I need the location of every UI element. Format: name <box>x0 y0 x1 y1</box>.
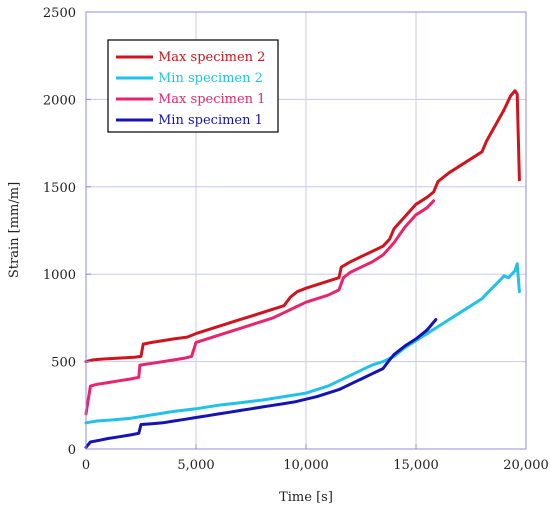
legend-label-max-specimen-1: Max specimen 1 <box>158 92 265 107</box>
y-tick-label: 2000 <box>43 93 76 108</box>
legend-label-min-specimen-2: Min specimen 2 <box>158 71 263 86</box>
data-series <box>84 89 521 449</box>
x-tick-label: 5,000 <box>177 458 214 473</box>
y-tick-label: 2500 <box>43 6 76 21</box>
x-axis-label: Time [s] <box>279 490 333 505</box>
series-line-min-specimen-1 <box>84 318 438 449</box>
x-tick-label: 0 <box>82 458 90 473</box>
legend-label-max-specimen-2: Max specimen 2 <box>158 50 265 65</box>
y-tick-label: 500 <box>51 356 76 371</box>
axis-ticks: 0 5,000 10,000 15,000 20,000 0 500 1000 1500 2000… <box>43 6 549 473</box>
legend-label-min-specimen-1: Min specimen 1 <box>158 113 263 128</box>
legend-box <box>107 39 279 133</box>
legend: Max specimen 2 Min specimen 2 Max specim… <box>107 39 279 133</box>
y-tick-label: 1000 <box>43 268 76 283</box>
y-axis-label: Strain [mm/m] <box>7 182 22 278</box>
x-tick-label: 10,000 <box>283 458 329 473</box>
y-tick-label: 1500 <box>43 181 76 196</box>
y-tick-label: 0 <box>68 443 76 458</box>
series-line-min-specimen-2 <box>84 262 521 425</box>
series-line-max-specimen-1 <box>84 199 436 416</box>
x-tick-label: 20,000 <box>503 458 549 473</box>
x-tick-label: 15,000 <box>393 458 439 473</box>
series-line-max-specimen-2 <box>84 89 521 364</box>
